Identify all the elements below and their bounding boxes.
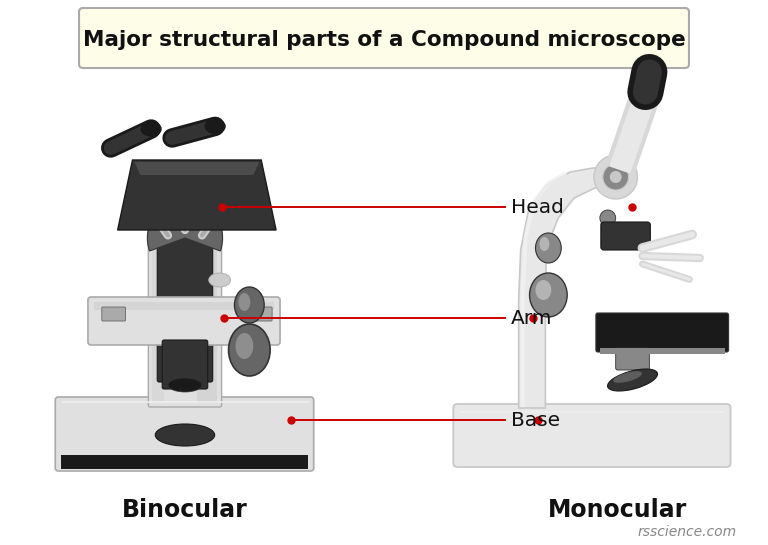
Bar <box>197 212 217 403</box>
Bar <box>600 348 725 354</box>
Polygon shape <box>518 168 616 408</box>
Bar <box>152 212 164 403</box>
FancyBboxPatch shape <box>453 404 730 467</box>
FancyBboxPatch shape <box>157 223 213 382</box>
FancyBboxPatch shape <box>148 208 222 407</box>
Text: Head: Head <box>511 197 564 216</box>
Ellipse shape <box>229 324 270 376</box>
Text: rsscience.com: rsscience.com <box>637 525 737 539</box>
Bar <box>61 455 308 469</box>
FancyBboxPatch shape <box>616 348 650 370</box>
Ellipse shape <box>209 273 230 287</box>
Polygon shape <box>134 162 260 175</box>
Ellipse shape <box>530 273 568 317</box>
Text: Arm: Arm <box>511 308 552 328</box>
Ellipse shape <box>607 369 657 391</box>
Ellipse shape <box>236 333 253 359</box>
Wedge shape <box>147 200 223 251</box>
FancyBboxPatch shape <box>248 307 272 321</box>
Ellipse shape <box>535 280 551 300</box>
Circle shape <box>610 171 621 183</box>
Ellipse shape <box>234 287 264 323</box>
FancyBboxPatch shape <box>596 313 729 352</box>
FancyBboxPatch shape <box>601 222 650 250</box>
Circle shape <box>600 210 616 226</box>
Ellipse shape <box>238 293 250 311</box>
FancyBboxPatch shape <box>79 8 689 68</box>
Polygon shape <box>118 160 276 230</box>
Bar <box>94 302 274 310</box>
Ellipse shape <box>168 378 202 392</box>
Ellipse shape <box>155 424 215 446</box>
FancyBboxPatch shape <box>102 307 125 321</box>
Text: Base: Base <box>511 410 560 429</box>
FancyBboxPatch shape <box>55 397 313 471</box>
Text: Binocular: Binocular <box>122 498 248 522</box>
Text: Major structural parts of a Compound microscope: Major structural parts of a Compound mic… <box>83 30 685 50</box>
Ellipse shape <box>539 237 549 251</box>
Ellipse shape <box>613 371 642 383</box>
Ellipse shape <box>205 119 225 134</box>
Circle shape <box>594 155 637 199</box>
Ellipse shape <box>141 122 161 136</box>
Text: Monocular: Monocular <box>548 498 687 522</box>
FancyBboxPatch shape <box>88 297 280 345</box>
Circle shape <box>603 164 628 190</box>
Ellipse shape <box>535 233 561 263</box>
FancyBboxPatch shape <box>162 340 208 389</box>
